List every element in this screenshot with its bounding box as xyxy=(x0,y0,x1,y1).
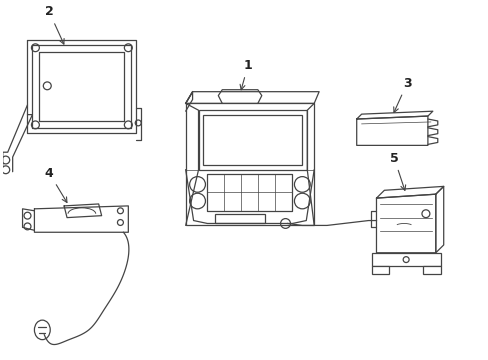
Text: 3: 3 xyxy=(393,77,410,112)
Ellipse shape xyxy=(34,320,50,339)
Text: 2: 2 xyxy=(45,5,64,44)
Bar xyxy=(371,253,440,266)
Bar xyxy=(203,115,302,165)
Circle shape xyxy=(2,156,10,164)
Circle shape xyxy=(189,193,205,209)
Circle shape xyxy=(124,121,132,129)
Circle shape xyxy=(2,166,10,174)
Circle shape xyxy=(402,257,408,262)
Bar xyxy=(371,266,388,274)
Text: 5: 5 xyxy=(389,152,405,190)
Bar xyxy=(207,174,292,211)
Circle shape xyxy=(31,121,39,129)
Circle shape xyxy=(124,44,132,51)
Circle shape xyxy=(135,120,141,126)
Bar xyxy=(198,110,306,170)
Circle shape xyxy=(117,220,123,225)
Circle shape xyxy=(117,208,123,214)
Circle shape xyxy=(43,82,51,90)
Text: 1: 1 xyxy=(240,59,252,90)
Circle shape xyxy=(294,193,309,209)
Bar xyxy=(422,266,440,274)
Circle shape xyxy=(421,210,429,217)
Circle shape xyxy=(294,177,309,192)
Text: 4: 4 xyxy=(45,167,67,202)
Circle shape xyxy=(31,44,39,51)
Circle shape xyxy=(24,212,31,219)
Circle shape xyxy=(280,219,290,228)
Circle shape xyxy=(189,177,205,192)
Bar xyxy=(215,214,264,224)
Circle shape xyxy=(24,223,31,230)
